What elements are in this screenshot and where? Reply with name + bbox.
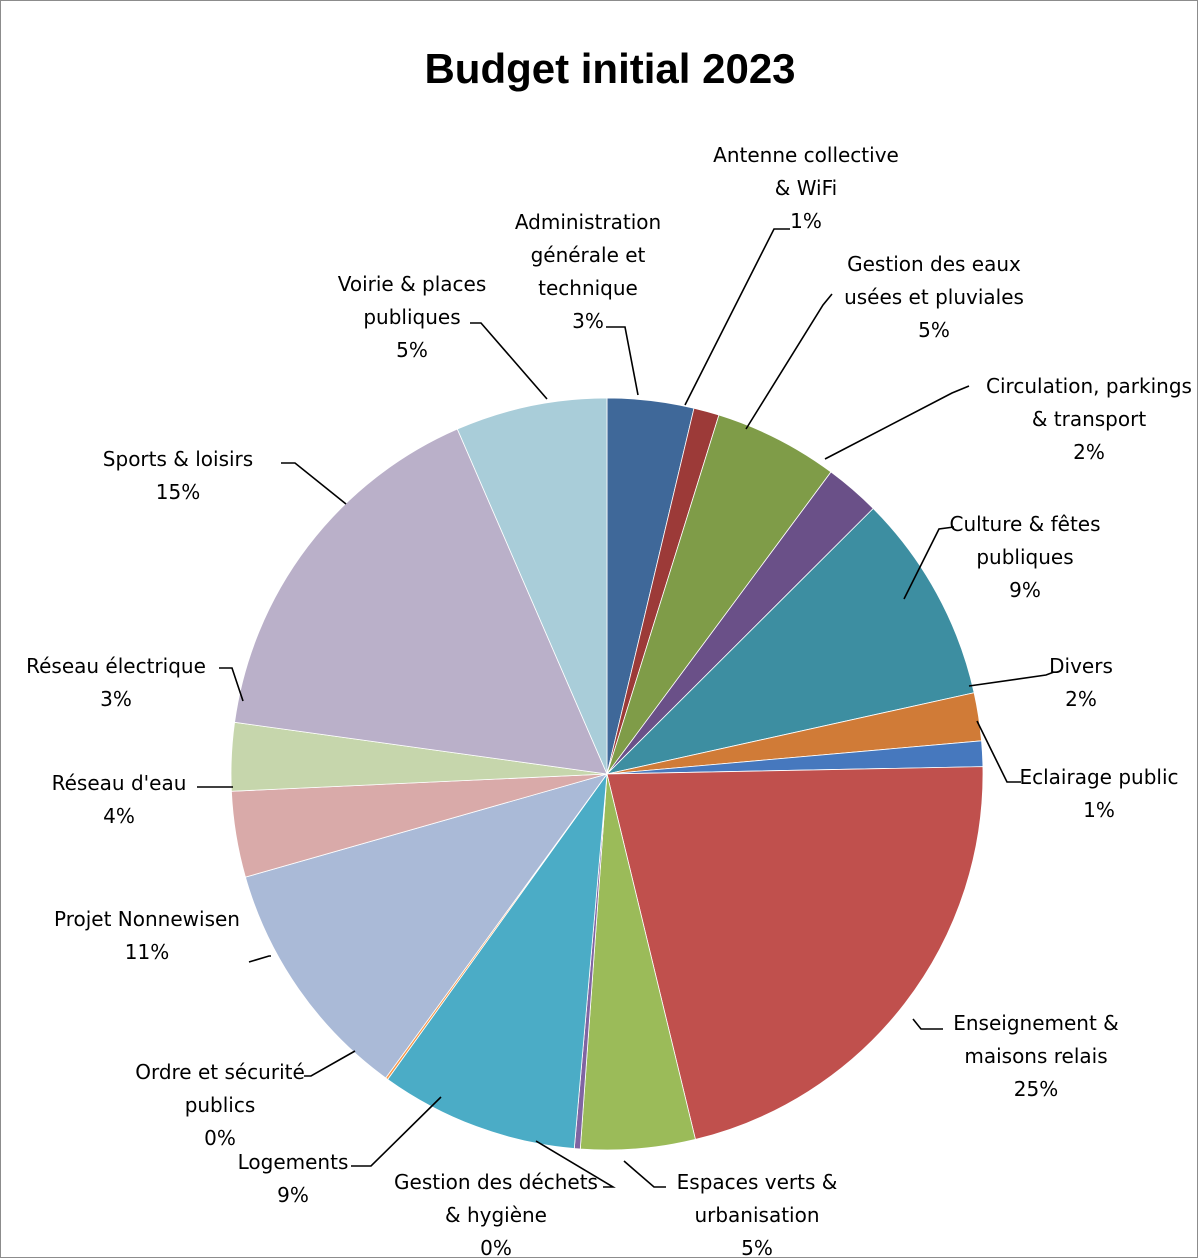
slice-percent: 1% <box>790 209 822 233</box>
leader-line <box>824 385 970 460</box>
slice-category: Culture & fêtes <box>949 512 1100 536</box>
slice-category: Projet Nonnewisen <box>54 907 240 931</box>
slice-percent: 0% <box>480 1236 512 1259</box>
slice-category: Administration <box>515 210 661 234</box>
leader-line <box>606 326 639 396</box>
slice-category: Réseau d'eau <box>52 771 187 795</box>
slice-percent: 3% <box>572 309 604 333</box>
slice-data-label: Logements 9% <box>238 1150 349 1207</box>
slice-percent: 9% <box>1009 578 1041 602</box>
slice-category: Logements <box>238 1150 349 1174</box>
slice-category: Ordre et sécurité <box>135 1060 305 1084</box>
leader-line <box>304 1050 356 1077</box>
slice-data-label: Sports & loisirs 15% <box>103 447 253 504</box>
slice-category: publiques <box>976 545 1073 569</box>
slice-category: Réseau électrique <box>26 654 206 678</box>
pie-slice <box>456 397 608 775</box>
slice-data-label: Divers 2% <box>1049 654 1113 711</box>
pie-slice <box>234 428 608 775</box>
slice-data-label: Administration générale et technique 3% <box>515 210 661 333</box>
slice-category: usées et pluviales <box>844 285 1024 309</box>
slice-percent: 9% <box>277 1183 309 1207</box>
pie-slices <box>230 397 984 1151</box>
slice-category: & WiFi <box>775 176 837 200</box>
slice-category: Sports & loisirs <box>103 447 253 471</box>
leader-line <box>745 293 833 430</box>
slice-percent: 1% <box>1083 798 1115 822</box>
leader-line <box>470 322 548 400</box>
slice-data-label: Circulation, parkings & transport 2% <box>986 374 1192 464</box>
leader-line <box>903 526 955 600</box>
slice-percent: 5% <box>741 1236 773 1259</box>
slice-data-label: Enseignement & maisons relais 25% <box>953 1011 1119 1101</box>
leader-line <box>623 1160 666 1188</box>
slice-data-label: Culture & fêtes publiques 9% <box>949 512 1100 602</box>
slice-data-label: Eclairage public 1% <box>1019 765 1178 822</box>
pie-slice <box>387 772 608 1150</box>
leader-line <box>219 667 244 702</box>
leader-line <box>248 955 271 963</box>
slice-category: Enseignement & <box>953 1011 1119 1035</box>
leader-line <box>968 671 1055 687</box>
slice-percent: 25% <box>1014 1077 1058 1101</box>
slice-percent: 2% <box>1065 687 1097 711</box>
slice-category: technique <box>538 276 638 300</box>
slice-category: générale et <box>531 243 646 267</box>
pie-slice <box>605 507 975 775</box>
slice-percent: 11% <box>125 940 169 964</box>
slice-category: Circulation, parkings <box>986 374 1192 398</box>
leader-line <box>351 1096 442 1167</box>
leader-line <box>684 228 790 406</box>
slice-category: Gestion des eaux <box>847 252 1021 276</box>
slice-data-label: Gestion des eaux usées et pluviales 5% <box>844 252 1024 342</box>
leader-line <box>281 462 347 505</box>
slice-percent: 2% <box>1073 440 1105 464</box>
leader-line <box>535 1140 616 1188</box>
chart-title: Budget initial 2023 <box>424 45 795 92</box>
leader-lines <box>197 228 1055 1188</box>
slice-data-label: Réseau électrique 3% <box>26 654 206 711</box>
slice-category: Gestion des déchets <box>394 1170 598 1194</box>
slice-category: Voirie & places <box>338 272 487 296</box>
slice-percent: 0% <box>204 1126 236 1150</box>
leader-line <box>912 1018 943 1030</box>
slice-category: & hygiène <box>445 1203 547 1227</box>
slice-category: urbanisation <box>694 1203 819 1227</box>
slice-percent: 15% <box>156 480 200 504</box>
slice-category: Divers <box>1049 654 1113 678</box>
slice-data-label: Réseau d'eau 4% <box>52 771 187 828</box>
pie-slice <box>606 766 984 1140</box>
slice-category: publiques <box>363 305 460 329</box>
slice-data-label: Ordre et sécurité publics 0% <box>135 1060 305 1150</box>
slice-data-label: Gestion des déchets & hygiène 0% <box>394 1170 598 1259</box>
slice-percent: 5% <box>918 318 950 342</box>
slice-category: Espaces verts & <box>677 1170 838 1194</box>
leader-line <box>976 720 1021 783</box>
slice-percent: 5% <box>396 338 428 362</box>
slice-category: Eclairage public <box>1019 765 1178 789</box>
slice-data-label: Antenne collective & WiFi 1% <box>713 143 899 233</box>
data-labels: Administration générale et technique 3% Ante… <box>26 143 1192 1259</box>
slice-data-label: Voirie & places publiques 5% <box>338 272 487 362</box>
slice-data-label: Projet Nonnewisen 11% <box>54 907 240 964</box>
slice-category: Antenne collective <box>713 143 899 167</box>
slice-percent: 3% <box>100 687 132 711</box>
slice-percent: 4% <box>103 804 135 828</box>
slice-data-label: Espaces verts & urbanisation 5% <box>677 1170 838 1259</box>
pie-slice <box>244 773 609 1079</box>
slice-category: maisons relais <box>964 1044 1107 1068</box>
slice-category: publics <box>185 1093 256 1117</box>
slice-category: & transport <box>1032 407 1147 431</box>
